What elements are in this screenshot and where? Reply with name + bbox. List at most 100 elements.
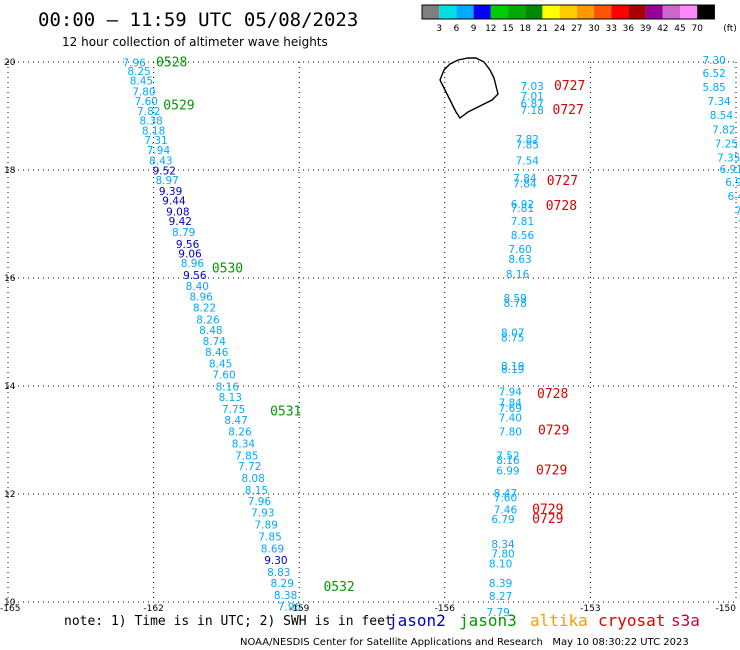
- wave-height-value: 8.08: [241, 473, 264, 485]
- wave-height-value: 9.42: [169, 216, 192, 228]
- wave-height-value: 8.78: [503, 298, 526, 310]
- wave-height-value: 5.85: [702, 82, 725, 94]
- color-scale-swatch: [628, 5, 646, 19]
- wave-height-value: 7.96: [278, 602, 302, 614]
- wave-height-value: 8.10: [489, 558, 512, 570]
- wave-height-value: 8.97: [155, 175, 178, 187]
- wave-height-value: 7.79: [486, 607, 509, 619]
- wave-height-value: 8.79: [172, 227, 195, 239]
- color-scale-tick: 33: [605, 24, 616, 34]
- color-scale-swatch: [542, 5, 560, 19]
- color-scale-swatch: [697, 5, 715, 19]
- color-scale-tick: 12: [485, 24, 496, 34]
- color-scale-tick: 39: [640, 24, 652, 34]
- color-scale-tick: 9: [471, 24, 477, 34]
- wave-height-value: 7.60: [508, 244, 531, 256]
- wave-height-value: 7.82: [516, 134, 539, 146]
- wave-height-value: 8.48: [199, 325, 222, 337]
- wave-height-value: 8.19: [501, 364, 524, 376]
- color-scale-swatch: [490, 5, 508, 19]
- note-text: note: 1) Time is in UTC; 2) SWH is in fe…: [64, 614, 393, 629]
- pass-time-label: 0727: [554, 79, 585, 94]
- color-scale-swatch: [473, 5, 491, 19]
- wave-height-value: 7: [735, 205, 740, 217]
- wave-height-value: 8.74: [203, 336, 227, 348]
- wave-height-value: 8.96: [189, 292, 213, 304]
- color-scale-tick: 70: [691, 24, 703, 34]
- wave-height-value: 7.52: [496, 450, 519, 462]
- wave-height-value: 8.47: [224, 415, 247, 427]
- pass-time-label: 0728: [546, 199, 577, 214]
- y-tick-label: 20: [4, 58, 16, 68]
- wave-height-value: 7.84: [499, 398, 523, 410]
- wave-height-value: 8.83: [267, 567, 290, 579]
- color-scale-tick: 36: [623, 24, 635, 34]
- wave-height-value: 8.07: [501, 327, 524, 339]
- wave-height-value: 7.34: [707, 96, 731, 108]
- color-scale-tick: 21: [537, 24, 548, 34]
- color-scale-swatch: [422, 5, 440, 19]
- legend-s3a: s3a: [671, 611, 700, 630]
- wave-height-value: 8.59: [503, 293, 526, 305]
- wave-height-value: 8.34: [232, 439, 256, 451]
- wave-height-value: 8.19: [501, 361, 524, 373]
- x-tick-label: -159: [289, 604, 310, 614]
- wave-height-value: 7.85: [235, 450, 258, 462]
- wave-height-value: 7.60: [494, 493, 517, 505]
- color-scale-tick: 45: [674, 24, 685, 34]
- wave-height-value: 7.81: [511, 203, 534, 215]
- wave-height-value: 8.22: [193, 302, 216, 314]
- wave-height-value: 7.84: [513, 173, 537, 185]
- chart-title: 00:00 – 11:59 UTC 05/08/2023: [38, 9, 358, 31]
- wave-height-value: 7.60: [212, 369, 235, 381]
- wave-height-value: 7.89: [255, 520, 278, 532]
- wave-height-value: 6.9: [725, 177, 740, 189]
- wave-height-value: 7.72: [238, 461, 261, 473]
- wave-height-value: 9.56: [183, 270, 207, 282]
- wave-height-value: 9.39: [159, 186, 182, 198]
- wave-height-value: 6.87: [520, 98, 543, 110]
- wave-height-value: 7.03: [520, 81, 543, 93]
- wave-height-value: 8.46: [205, 347, 229, 359]
- wave-height-value: 9.06: [178, 248, 202, 260]
- color-scale-swatch: [680, 5, 698, 19]
- x-tick-label: -165: [0, 604, 20, 614]
- wave-height-value: 8.56: [511, 230, 535, 242]
- grid-lines: [7, 61, 737, 603]
- data-points-layer: 7.968.258.457.807.607.828.388.187.317.94…: [122, 55, 740, 619]
- axis-tick-labels: -165 -162 -159 -156 -153 -150 10 12 14 16 18 20: [0, 58, 736, 614]
- wave-height-value: 8.54: [710, 110, 734, 122]
- wave-height-value: 8.16: [216, 381, 240, 393]
- wave-height-value: 7.54: [516, 156, 540, 168]
- color-scale-swatch: [525, 5, 543, 19]
- color-scale-swatch: [662, 5, 680, 19]
- color-scale-swatch: [439, 5, 457, 19]
- wave-height-value: 9.44: [162, 196, 186, 208]
- y-tick-label: 12: [4, 490, 15, 500]
- wave-height-value: 8.34: [491, 539, 515, 551]
- wave-height-value: 8.63: [508, 254, 531, 266]
- wave-height-value: 8.47: [494, 488, 517, 500]
- wave-height-value: 7.94: [147, 145, 171, 157]
- y-tick-label: 18: [4, 166, 16, 176]
- color-scale-tick: 30: [588, 24, 600, 34]
- color-scale-swatch: [559, 5, 577, 19]
- x-tick-label: -153: [580, 604, 600, 614]
- color-scale-bar: 3 6 9 12 15 18 21 24 27 30 33 36 39 42 45 70 (ft): [421, 4, 737, 34]
- color-scale-unit: (ft): [723, 24, 737, 34]
- wave-height-value: 8.45: [209, 359, 232, 371]
- wave-height-value: 6.79: [491, 514, 514, 526]
- wave-height-value: 6.52: [702, 68, 725, 80]
- legend-altika: altika: [530, 611, 588, 630]
- legend-jason2: jason2: [388, 611, 446, 630]
- wave-height-value: 8.69: [261, 543, 284, 555]
- y-tick-label: 10: [4, 598, 16, 608]
- wave-height-value: 6.91: [719, 164, 740, 176]
- wave-height-value: 8.25: [127, 66, 150, 78]
- footer-credit: NOAA/NESDIS Center for Satellite Applica…: [240, 637, 689, 648]
- hawaii-island-shape: [439, 57, 499, 120]
- wave-height-value: 7.94: [499, 387, 523, 399]
- y-tick-label: 14: [4, 382, 16, 392]
